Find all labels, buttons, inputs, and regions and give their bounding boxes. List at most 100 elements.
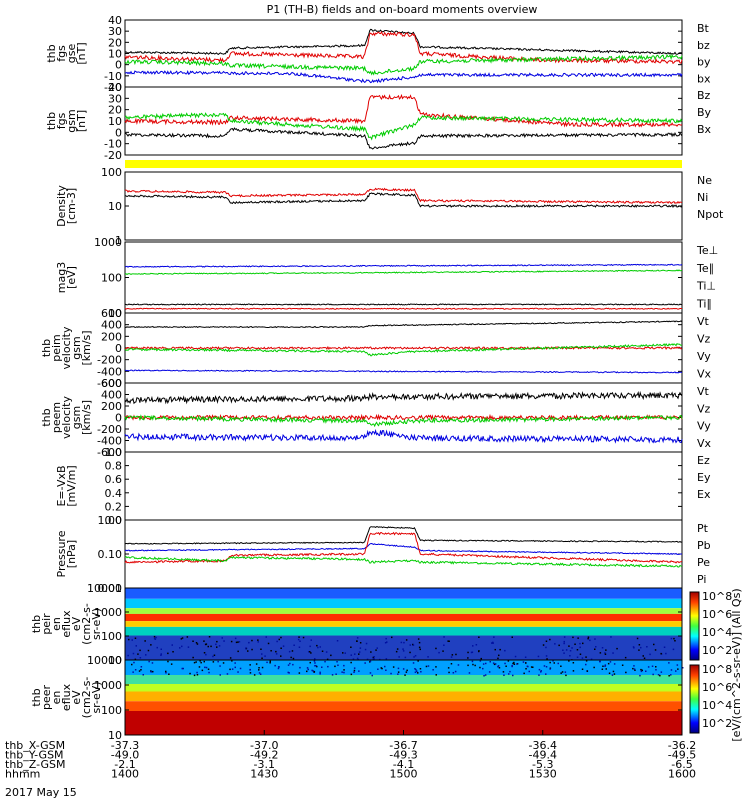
spec-speck xyxy=(195,661,197,663)
spec-speck xyxy=(452,672,455,674)
y-tick-label: 1000 xyxy=(94,236,122,249)
spec-speck xyxy=(633,668,636,670)
spec-speck xyxy=(352,658,355,660)
spec-speck xyxy=(148,660,150,663)
spec-speck xyxy=(565,674,567,677)
spec-speck xyxy=(467,664,469,667)
spec-speck xyxy=(385,658,388,660)
spec-speck xyxy=(135,645,137,647)
panel-peem: 6004002000-200-400-600thbpeemvelocitygsm… xyxy=(40,377,712,459)
spec-speck xyxy=(647,666,650,668)
spec-speck xyxy=(668,675,670,677)
spec-speck xyxy=(632,646,635,648)
spec-speck xyxy=(398,656,400,658)
spec-speck xyxy=(235,641,238,644)
spec-speck xyxy=(230,640,233,643)
y-label-line: [nT] xyxy=(75,42,88,64)
spec-speck xyxy=(549,638,551,641)
y-tick-label: 0.4 xyxy=(105,487,123,500)
spec-speck xyxy=(538,668,541,671)
spec-speck xyxy=(234,666,236,669)
spec-speck xyxy=(308,651,310,653)
panel-peer: 10000 1000 100 10 thbpeerenefluxeV(cm2-s-sr-… xyxy=(30,654,684,742)
spec-speck xyxy=(385,669,387,671)
series-black xyxy=(124,320,683,329)
footer-value: 1500 xyxy=(390,768,418,781)
spec-speck xyxy=(625,671,627,674)
spec-speck xyxy=(585,656,587,658)
y-tick-label: 100 xyxy=(101,272,122,285)
footer-value: -49.0 xyxy=(111,749,139,762)
spec-speck xyxy=(582,642,584,645)
y-tick-label: 100 xyxy=(101,630,122,643)
footer-value: 1530 xyxy=(529,768,557,781)
spec-speck xyxy=(376,647,378,649)
legend-entry: Pe xyxy=(697,556,710,569)
spec-speck xyxy=(219,665,221,667)
spec-speck xyxy=(287,671,289,674)
y-label-line: sr-eV) xyxy=(90,681,103,713)
spec-speck xyxy=(416,670,418,672)
spec-speck xyxy=(412,662,415,664)
spec-speck xyxy=(373,656,375,658)
spec-speck xyxy=(326,658,329,661)
legend-entry: Bx xyxy=(697,123,712,136)
spec-speck xyxy=(511,665,513,668)
colorbar-tick: 10^6 xyxy=(702,608,732,621)
y-tick-label: -200 xyxy=(97,423,122,436)
spec-speck xyxy=(335,673,337,675)
spec-speck xyxy=(325,651,328,653)
series-blue xyxy=(124,542,682,556)
y-label-line: [km/s] xyxy=(80,330,93,365)
legend-entry: Pt xyxy=(697,522,709,535)
spec-speck xyxy=(364,662,366,664)
spec-speck xyxy=(223,640,225,642)
spec-speck xyxy=(269,660,271,663)
spec-speck xyxy=(587,636,590,638)
spec-speck xyxy=(238,641,241,643)
spec-speck xyxy=(451,654,454,656)
spec-speck xyxy=(289,662,291,665)
spec-speck xyxy=(167,652,169,655)
colorbar-1 xyxy=(689,591,700,661)
y-tick-label: -600 xyxy=(97,377,122,390)
spec-speck xyxy=(319,673,321,675)
spec-speck xyxy=(657,674,660,676)
colorbar-tick: 10^4 xyxy=(702,626,732,639)
spec-speck xyxy=(564,671,567,673)
spec-speck xyxy=(350,646,352,648)
spec-speck xyxy=(269,662,271,664)
spec-speck xyxy=(621,664,624,666)
spec-speck xyxy=(574,643,576,645)
spec-speck xyxy=(291,650,294,652)
spec-speck xyxy=(316,665,318,668)
spec-speck xyxy=(558,644,560,647)
spec-speck xyxy=(155,636,157,639)
spec-speck xyxy=(492,662,495,664)
spec-speck xyxy=(278,638,280,641)
spec-speck xyxy=(248,641,250,644)
y-axis-label: mag3[eV] xyxy=(55,262,78,293)
spec-speck xyxy=(212,655,214,658)
spec-speck xyxy=(201,669,204,672)
spec-speck xyxy=(594,638,596,640)
spec-speck xyxy=(353,667,356,669)
spec-speck xyxy=(251,648,253,651)
spec-speck xyxy=(670,637,673,640)
spec-speck xyxy=(427,656,429,658)
y-tick-label: 600 xyxy=(101,307,122,320)
spec-speck xyxy=(309,661,311,664)
spec-speck xyxy=(524,656,527,658)
y-label-line: [mV/m] xyxy=(65,465,78,506)
spec-speck xyxy=(504,662,506,665)
spec-speck xyxy=(181,645,183,648)
spec-speck xyxy=(569,655,571,657)
legend-entry: By xyxy=(697,106,712,119)
y-label-line: gsm xyxy=(65,109,78,132)
legend-entry: Te⊥ xyxy=(696,244,718,257)
spec-speck xyxy=(438,651,440,654)
footer-value: -36.4 xyxy=(529,739,557,752)
spec-speck xyxy=(640,668,642,671)
spec-speck xyxy=(321,666,323,668)
